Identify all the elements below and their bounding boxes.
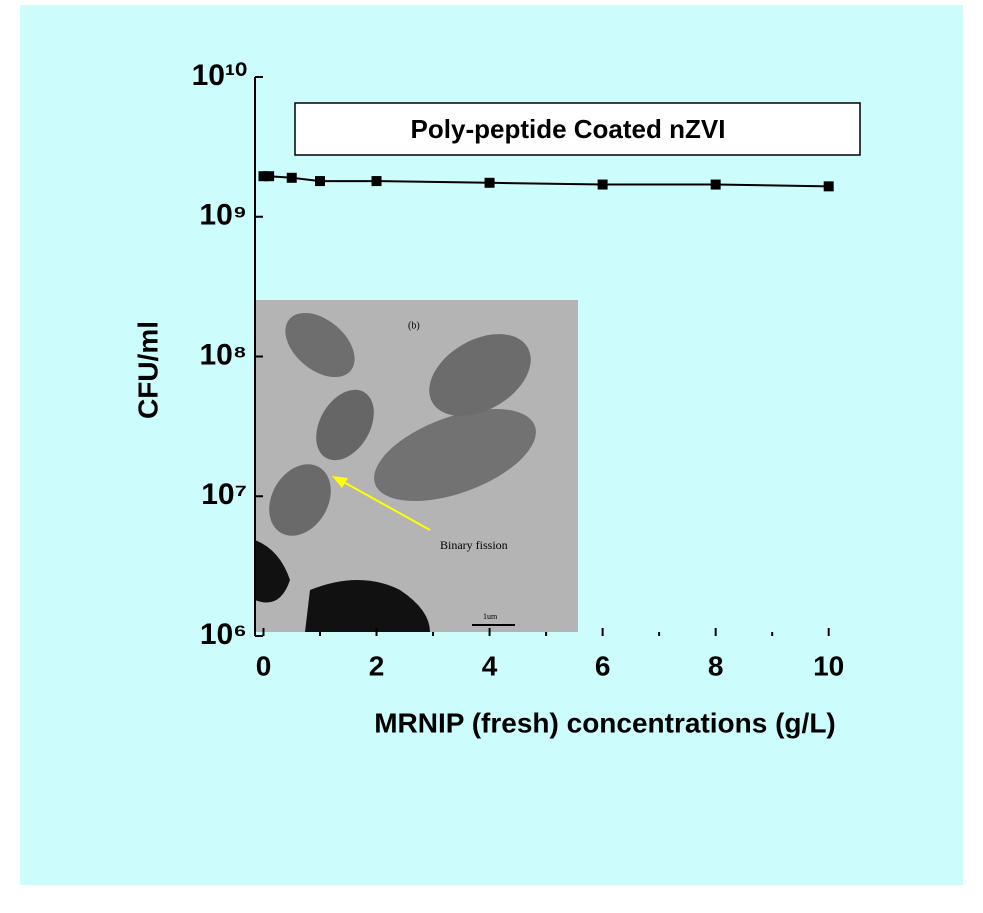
point bbox=[484, 177, 495, 188]
particles bbox=[255, 540, 430, 632]
inset-panel-label: (b) bbox=[408, 320, 420, 331]
cell bbox=[316, 389, 374, 461]
x-tick-label: 4 bbox=[482, 650, 498, 681]
x-tick-label: 6 bbox=[595, 650, 611, 681]
arrow bbox=[339, 479, 431, 531]
x-tick-label: 2 bbox=[369, 650, 385, 681]
inset-scale-label: 1um bbox=[483, 612, 498, 621]
point bbox=[315, 176, 325, 187]
cell bbox=[285, 312, 355, 378]
y-tick-label: 10⁷ bbox=[201, 478, 247, 511]
chart-title: Poly-peptide Coated nZVI bbox=[411, 114, 726, 144]
y-tick-label: 10⁶ bbox=[200, 618, 247, 651]
point bbox=[264, 171, 275, 182]
y-axis-label: CFU/ml bbox=[132, 321, 163, 419]
x-tick-label: 0 bbox=[256, 650, 272, 681]
point bbox=[258, 171, 269, 182]
x-tick-label: 10 bbox=[813, 650, 844, 681]
cell bbox=[374, 408, 536, 502]
cell bbox=[429, 334, 531, 416]
cell bbox=[269, 464, 331, 536]
x-tick-label: 8 bbox=[708, 650, 724, 681]
y-tick-label: 10¹⁰ bbox=[192, 59, 247, 92]
point bbox=[371, 176, 382, 187]
arrow-head bbox=[332, 476, 348, 488]
y-tick-label: 10⁸ bbox=[199, 338, 247, 371]
point bbox=[710, 179, 721, 190]
point bbox=[286, 172, 297, 183]
point bbox=[823, 181, 834, 192]
inset-image: (b) Binary fission 1um bbox=[255, 300, 578, 632]
x-axis-label: MRNIP (fresh) concentrations (g/L) bbox=[374, 707, 836, 738]
title-box bbox=[294, 102, 861, 156]
y-tick-label: 10⁹ bbox=[199, 199, 247, 232]
inset-annotation: Binary fission bbox=[440, 538, 508, 552]
point bbox=[597, 179, 608, 190]
